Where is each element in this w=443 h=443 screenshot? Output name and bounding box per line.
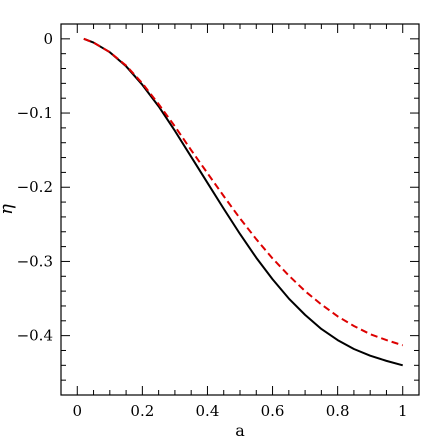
- x-tick-label: 0.2: [130, 402, 154, 420]
- x-tick-label: 0.8: [326, 402, 350, 420]
- x-tick-label: 1: [398, 402, 408, 420]
- y-tick-label: −0.4: [17, 327, 53, 345]
- y-tick-labels: 0 −0.1 −0.2 −0.3 −0.4: [17, 30, 53, 345]
- y-tick-label: 0: [43, 30, 53, 48]
- series-line-2: [83, 37, 404, 347]
- tick-marks: [60, 23, 420, 396]
- plot-frame: [60, 23, 420, 396]
- x-tick-labels: 0 0.2 0.4 0.6 0.8 1: [72, 402, 407, 420]
- x-axis-title: a: [235, 421, 245, 440]
- x-tick-label: 0.6: [261, 402, 285, 420]
- y-tick-label: −0.1: [17, 104, 53, 122]
- x-tick-label: 0.4: [196, 402, 220, 420]
- y-tick-label: −0.3: [17, 252, 53, 270]
- y-axis-title: η: [0, 204, 17, 215]
- series-group: [83, 37, 404, 367]
- x-tick-label: 0: [72, 402, 82, 420]
- y-tick-label: −0.2: [17, 178, 53, 196]
